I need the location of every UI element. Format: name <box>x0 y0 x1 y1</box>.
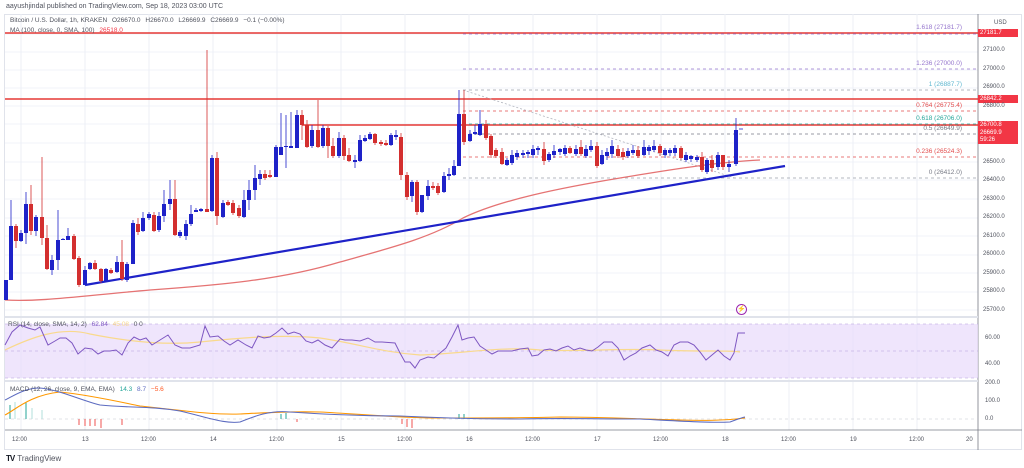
ohlc-close: C26669.9 <box>210 17 239 24</box>
price-tick: 26100.0 <box>983 233 1005 239</box>
time-tick: 12:00 <box>12 437 28 443</box>
publish-info: aayushjindal published on TradingView.co… <box>6 3 224 10</box>
fib-label-0764: 0.764 (26775.4) <box>916 102 962 109</box>
macd-tick-100: 100.0 <box>985 398 1001 404</box>
price-tick: 27100.0 <box>983 47 1005 53</box>
time-tick: 13 <box>82 437 89 443</box>
rsi-sma-value: 45.08 <box>112 321 129 328</box>
price-tag-26700: 26700.8 <box>978 121 1018 129</box>
fib-label-1236: 1.236 (27000.0) <box>916 60 962 67</box>
price-tick: 26800.0 <box>983 103 1005 109</box>
ohlc-open: O26670.0 <box>112 17 141 24</box>
brand-name: TradingView <box>17 454 62 463</box>
price-tick: 26200.0 <box>983 214 1005 220</box>
currency-label[interactable]: USD <box>994 20 1007 26</box>
macd-line <box>4 387 746 423</box>
rsi-label: RSI (14, close, SMA, 14, 2) <box>8 321 87 328</box>
macd-tick-0: 0.0 <box>985 416 994 422</box>
ma-label: MA (100, close, 0, SMA, 100) <box>10 27 95 34</box>
symbol-title: Bitcoin / U.S. Dollar, 1h, KRAKEN <box>10 17 108 24</box>
macd-signal-value: 8.7 <box>137 386 147 393</box>
time-tick: 15 <box>338 437 345 443</box>
macd-label: MACD (12, 26, close, 9, EMA, EMA) <box>10 386 115 393</box>
time-tick: 12:00 <box>269 437 285 443</box>
macd-hist-value: −5.6 <box>150 386 164 393</box>
price-tick: 25700.0 <box>983 307 1005 313</box>
time-tick: 12:00 <box>909 437 925 443</box>
price-tick: 26500.0 <box>983 159 1005 165</box>
symbol-legend[interactable]: Bitcoin / U.S. Dollar, 1h, KRAKEN O26670… <box>10 17 285 24</box>
price-tick: 25900.0 <box>983 270 1005 276</box>
rsi-legend[interactable]: RSI (14, close, SMA, 14, 2) 62.84 45.08 … <box>8 321 143 328</box>
tv-mark-icon: TV <box>6 454 15 463</box>
support-trendline <box>84 164 786 287</box>
tradingview-logo[interactable]: TV TradingView <box>6 454 61 463</box>
ohlc-change: −0.1 (−0.00%) <box>243 17 285 24</box>
time-tick: 12:00 <box>141 437 157 443</box>
price-tick: 26400.0 <box>983 177 1005 183</box>
countdown-tag: 59:26 <box>978 137 1018 144</box>
macd-value: 14.3 <box>119 386 133 393</box>
macd-legend[interactable]: MACD (12, 26, close, 9, EMA, EMA) 14.3 8… <box>10 386 164 393</box>
price-tick: 26900.0 <box>983 84 1005 90</box>
rsi-tick-40: 40.00 <box>985 361 1001 367</box>
time-tick: 20 <box>966 437 973 443</box>
price-tag-27181: 27181.7 <box>978 29 1018 37</box>
price-tick: 26000.0 <box>983 251 1005 257</box>
rsi-value: 62.84 <box>91 321 108 328</box>
price-tick: 27000.0 <box>983 66 1005 72</box>
ma100-line <box>4 159 761 302</box>
time-tick: 17 <box>594 437 601 443</box>
time-tick: 18 <box>722 437 729 443</box>
fib-label-0236: 0.236 (26524.3) <box>916 148 962 155</box>
price-tag-26842: 26842.2 <box>978 95 1018 103</box>
time-tick: 14 <box>210 437 217 443</box>
rsi-extra: 0 0 <box>133 321 143 328</box>
fib-label-1: 1 (26887.7) <box>928 81 962 88</box>
time-tick: 12:00 <box>781 437 797 443</box>
rsi-sma-line <box>4 330 741 356</box>
fib-label-0618: 0.618 (26706.0) <box>916 115 962 122</box>
rsi-tick-60: 60.00 <box>985 335 1001 341</box>
ohlc-low: L26669.9 <box>178 17 206 24</box>
chart-frame[interactable] <box>4 14 1022 450</box>
time-tick: 19 <box>850 437 857 443</box>
rsi-line <box>4 323 745 369</box>
ma-legend[interactable]: MA (100, close, 0, SMA, 100) 26518.0 <box>10 27 123 34</box>
price-tick: 25800.0 <box>983 288 1005 294</box>
price-tick: 26300.0 <box>983 196 1005 202</box>
time-tick: 16 <box>466 437 473 443</box>
time-tick: 12:00 <box>653 437 669 443</box>
lightning-event-icon[interactable]: ⚡ <box>736 304 747 315</box>
fib-label-1618: 1.618 (27181.7) <box>916 24 962 31</box>
fib-label-05: 0.5 (26649.9) <box>923 125 962 132</box>
ma-value: 26518.0 <box>99 27 123 34</box>
time-tick: 12:00 <box>525 437 541 443</box>
macd-tick-200: 200.0 <box>985 380 1001 386</box>
time-tick: 12:00 <box>397 437 413 443</box>
ohlc-high: H26670.0 <box>145 17 174 24</box>
fib-label-0: 0 (26412.0) <box>928 169 962 176</box>
price-tag-current: 26669.9 <box>978 129 1018 137</box>
